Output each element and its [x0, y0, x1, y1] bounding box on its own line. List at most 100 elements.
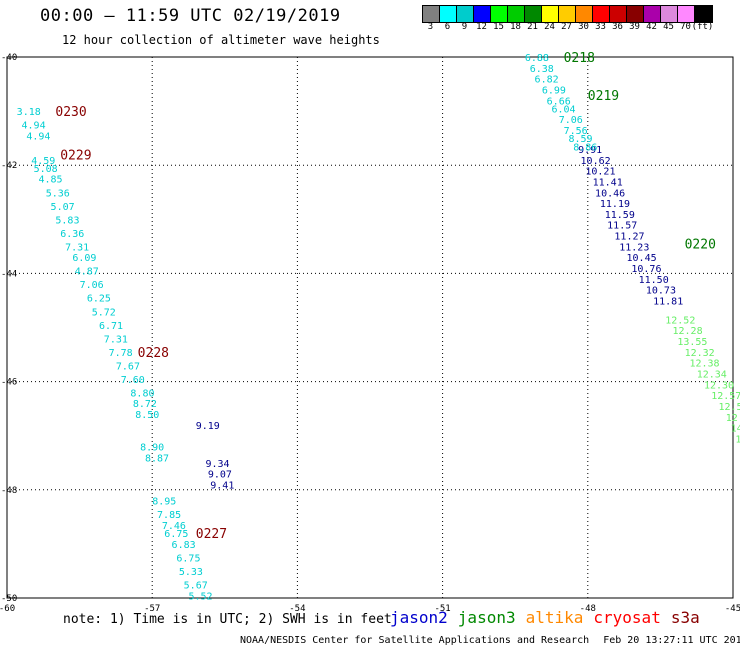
swh-value-jason2: 10.62 [581, 156, 611, 167]
scale-swatch [508, 6, 525, 22]
swh-value-cryosat: 4.94 [26, 131, 50, 142]
scale-label: 27 [561, 22, 572, 32]
swh-value-cryosat: 8.95 [152, 497, 176, 508]
swh-value-cryosat: 6.38 [530, 64, 554, 75]
color-scale-bar [422, 5, 713, 23]
scale-swatch [440, 6, 457, 22]
footer-timestamp: Feb 20 13:27:11 UTC 2019 [603, 635, 740, 646]
scale-label: (ft) [691, 22, 714, 32]
scale-label: 6 [444, 22, 451, 32]
page-title: 00:00 – 11:59 UTC 02/19/2019 [40, 6, 341, 26]
swh-value-cryosat: 6.83 [172, 540, 196, 551]
swh-value-s3a: 12.52 [665, 315, 695, 326]
track-time-label: 0229 [60, 148, 91, 163]
lon-tick-label: -54 [289, 604, 305, 614]
swh-value-s3a: 12.57 [711, 391, 740, 402]
swh-value-cryosat: 7.46 [162, 521, 186, 532]
swh-value-jason2: 9.07 [208, 470, 232, 481]
legend-entry-jason3: jason3 [457, 608, 516, 627]
legend-entry-jason2: jason2 [390, 608, 448, 627]
scale-swatch [678, 6, 695, 22]
scale-swatch [593, 6, 610, 22]
scale-label: 15 [493, 22, 504, 32]
track-time-label: 0220 [685, 238, 716, 253]
swh-value-cryosat: 5.52 [189, 591, 213, 602]
lon-tick-label: -60 [0, 604, 15, 614]
swh-value-cryosat: 7.06 [559, 115, 583, 126]
scale-swatch [542, 6, 559, 22]
swh-value-jason2: 11.81 [653, 296, 683, 307]
track-time-label: 0218 [564, 51, 595, 66]
scale-label: 70 [680, 22, 691, 32]
scale-label: 3 [427, 22, 434, 32]
swh-value-cryosat: 6.75 [176, 553, 200, 564]
lat-tick-label: -50 [1, 594, 17, 604]
swh-value-jason2: 9.34 [205, 459, 229, 470]
footer-credit: NOAA/NESDIS Center for Satellite Applica… [240, 635, 740, 646]
page-subtitle: 12 hour collection of altimeter wave hei… [62, 33, 380, 47]
swh-value-cryosat: 7.67 [116, 361, 140, 372]
swh-value-jason2: 9.19 [196, 421, 220, 432]
scale-swatch [474, 6, 491, 22]
swh-value-cryosat: 7.06 [80, 280, 104, 291]
swh-value-s3a: 12.30 [704, 380, 734, 391]
scale-label: 30 [578, 22, 589, 32]
legend-entry-altika: altika [525, 608, 584, 627]
swh-value-jason2: 11.41 [593, 177, 623, 188]
swh-value-s3a: 12.16 [726, 413, 740, 424]
swh-value-cryosat: 7.60 [121, 375, 145, 386]
scale-label: 21 [527, 22, 538, 32]
swh-value-cryosat: 8.80 [130, 388, 154, 399]
swh-value-cryosat: 6.88 [525, 53, 549, 64]
lat-tick-label: -40 [1, 53, 17, 63]
scale-swatch [423, 6, 440, 22]
lon-tick-label: -48 [580, 604, 596, 614]
scale-swatch [559, 6, 576, 22]
swh-value-cryosat: 4.85 [38, 175, 62, 186]
legend-entry-s3a: s3a [670, 608, 700, 627]
lat-tick-label: -48 [1, 486, 17, 496]
swh-value-jason2: 11.57 [607, 221, 637, 232]
track-time-label: 0219 [588, 89, 619, 104]
scale-swatch [695, 6, 712, 22]
swh-value-s3a: 13.55 [677, 337, 707, 348]
swh-value-cryosat: 4.87 [75, 267, 99, 278]
swh-value-jason2: 11.27 [614, 232, 644, 243]
map-frame [6, 56, 734, 599]
track-time-label: 0228 [138, 346, 169, 361]
swh-value-jason2: 10.73 [646, 286, 676, 297]
swh-value-cryosat: 5.08 [34, 164, 58, 175]
swh-value-cryosat: 7.85 [157, 510, 181, 521]
swh-value-jason2: 9.41 [210, 480, 234, 491]
track-time-label: 0230 [55, 105, 86, 120]
swh-value-cryosat: 6.99 [542, 85, 566, 96]
credit-text: NOAA/NESDIS Center for Satellite Applica… [240, 635, 590, 646]
legend-entry-cryosat: cryosat [593, 608, 661, 627]
scale-label: 18 [510, 22, 521, 32]
track-time-label: 0227 [196, 527, 227, 542]
swh-value-cryosat: 8.59 [568, 134, 592, 145]
lon-tick-label: -45 [725, 604, 740, 614]
swh-value-jason2: 11.50 [639, 275, 669, 286]
swh-value-jason2: 10.45 [627, 253, 657, 264]
swh-value-cryosat: 8.90 [140, 443, 164, 454]
lat-tick-label: -42 [1, 161, 17, 171]
swh-value-cryosat: 4.94 [22, 121, 46, 132]
swh-value-cryosat: 6.36 [60, 229, 84, 240]
swh-value-cryosat: 5.07 [51, 202, 75, 213]
swh-value-jason2: 10.46 [595, 188, 625, 199]
lat-tick-label: -44 [1, 269, 17, 279]
swh-value-cryosat: 4.59 [31, 156, 55, 167]
swh-value-s3a: 12.28 [673, 326, 703, 337]
swh-value-s3a: 12.34 [697, 369, 727, 380]
scale-swatch [491, 6, 508, 22]
swh-value-cryosat: 6.75 [164, 529, 188, 540]
scale-swatch [610, 6, 627, 22]
scale-label: 42 [646, 22, 657, 32]
swh-value-cryosat: 6.82 [535, 75, 559, 86]
swh-value-cryosat: 3.18 [17, 107, 41, 118]
scale-swatch [627, 6, 644, 22]
scale-label: 39 [629, 22, 640, 32]
swh-value-cryosat: 7.56 [564, 126, 588, 137]
